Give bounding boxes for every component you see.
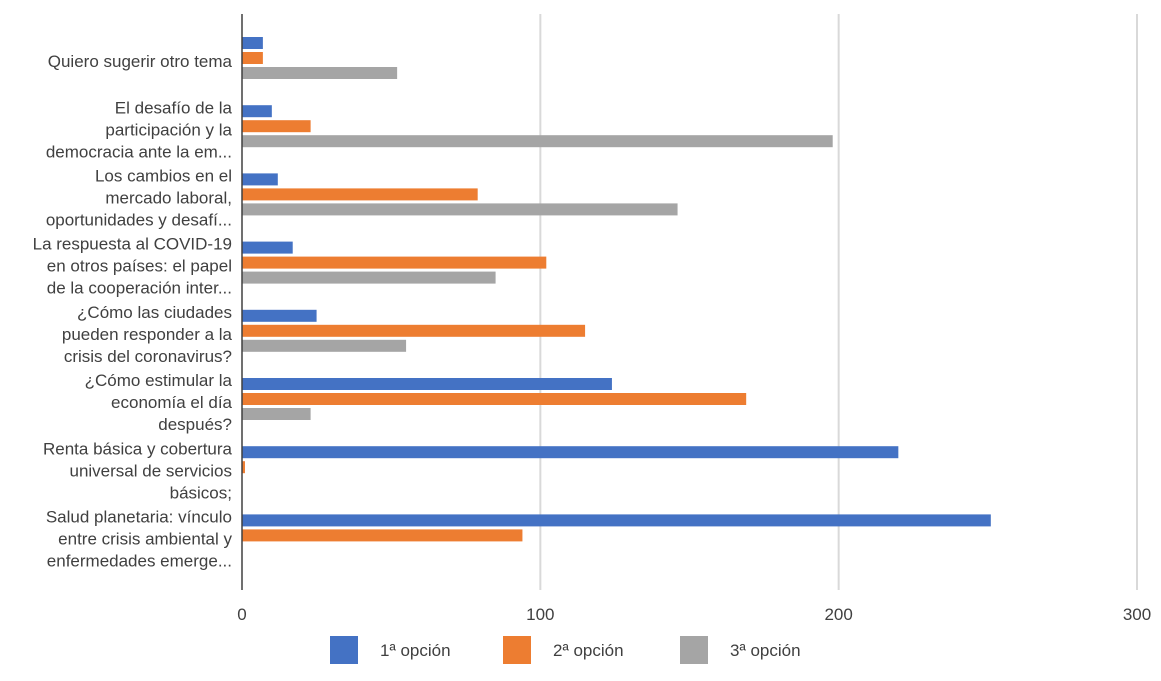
category-label-line: mercado laboral,	[105, 189, 232, 208]
bar-s1-c5	[242, 309, 317, 322]
bar-s3-c3	[242, 203, 678, 216]
category-label-4: La respuesta al COVID-19 en otros países:…	[33, 235, 232, 298]
category-label-line: universal de servicios	[69, 461, 232, 480]
category-label-1: Quiero sugerir otro tema	[48, 52, 233, 71]
legend-swatch-2	[503, 636, 531, 664]
category-label-line: enfermedades emerge...	[47, 552, 232, 571]
category-label-5: ¿Cómo las ciudades pueden responder a la c…	[62, 303, 233, 366]
bar-s1-c4	[242, 241, 293, 254]
bar-s1-c1	[242, 37, 263, 49]
category-label-line: El desafío de la	[115, 98, 233, 117]
bar-s2-c4	[242, 256, 547, 269]
bars	[242, 37, 991, 542]
legend-swatch-1	[330, 636, 358, 664]
category-label-line: de la cooperación inter...	[47, 279, 232, 298]
bar-s3-c2	[242, 135, 833, 148]
legend: 1ª opción 2ª opción 3ª opción	[330, 636, 801, 664]
category-label-line: ¿Cómo estimular la	[85, 371, 233, 390]
bar-s3-c4	[242, 271, 496, 284]
category-label-line: participación y la	[105, 120, 232, 139]
category-label-8: Salud planetaria: vínculo entre crisis am…	[46, 508, 233, 571]
bar-s1-c7	[242, 446, 899, 459]
category-label-line: pueden responder a la	[62, 325, 233, 344]
category-label-line: ¿Cómo las ciudades	[77, 303, 232, 322]
category-label-2: El desafío de la participación y la democr…	[46, 98, 233, 161]
category-label-7: Renta básica y cobertura universal de ser…	[43, 439, 233, 502]
bar-s2-c1	[242, 52, 263, 64]
category-label-line: entre crisis ambiental y	[58, 530, 232, 549]
category-label-line: después?	[158, 415, 232, 434]
category-label-line: Renta básica y cobertura	[43, 439, 233, 458]
category-label-3: Los cambios en el mercado laboral, oportun…	[46, 167, 232, 230]
legend-label-3: 3ª opción	[730, 641, 801, 660]
x-tick-label-200: 200	[824, 605, 852, 624]
category-label-6: ¿Cómo estimular la economía el día después…	[85, 371, 233, 434]
bar-s2-c2	[242, 120, 311, 133]
legend-label-1: 1ª opción	[380, 641, 451, 660]
gridlines	[539, 14, 1138, 590]
x-tick-label-0: 0	[237, 605, 246, 624]
bar-s1-c2	[242, 105, 272, 118]
bar-s1-c8	[242, 514, 991, 527]
category-label-line: La respuesta al COVID-19	[33, 235, 232, 254]
category-label-line: en otros países: el papel	[47, 257, 232, 276]
x-tick-label-100: 100	[526, 605, 554, 624]
bar-s1-c6	[242, 378, 612, 390]
bar-s2-c8	[242, 529, 523, 542]
bar-s3-c6	[242, 408, 311, 420]
category-label-line: básicos;	[170, 483, 232, 502]
category-label-line: economía el día	[111, 393, 233, 412]
bar-s3-c5	[242, 339, 407, 352]
bar-s2-c6	[242, 393, 747, 405]
category-label-line: Quiero sugerir otro tema	[48, 52, 233, 71]
category-label-line: crisis del coronavirus?	[64, 347, 232, 366]
x-tick-label-300: 300	[1123, 605, 1151, 624]
bar-s2-c5	[242, 324, 586, 337]
bar-s1-c3	[242, 173, 278, 186]
category-label-line: Los cambios en el	[95, 167, 232, 186]
legend-label-2: 2ª opción	[553, 641, 624, 660]
bar-s2-c7	[242, 461, 245, 474]
category-label-line: oportunidades y desafí...	[46, 211, 232, 230]
bar-s3-c1	[242, 67, 398, 79]
category-label-line: democracia ante la em...	[46, 142, 232, 161]
tick-labels: 0 100 200 300	[237, 605, 1151, 624]
bar-s2-c3	[242, 188, 478, 201]
legend-swatch-3	[680, 636, 708, 664]
category-label-line: Salud planetaria: vínculo	[46, 508, 232, 527]
category-labels: Quiero sugerir otro tema El desafío de la…	[33, 52, 233, 570]
